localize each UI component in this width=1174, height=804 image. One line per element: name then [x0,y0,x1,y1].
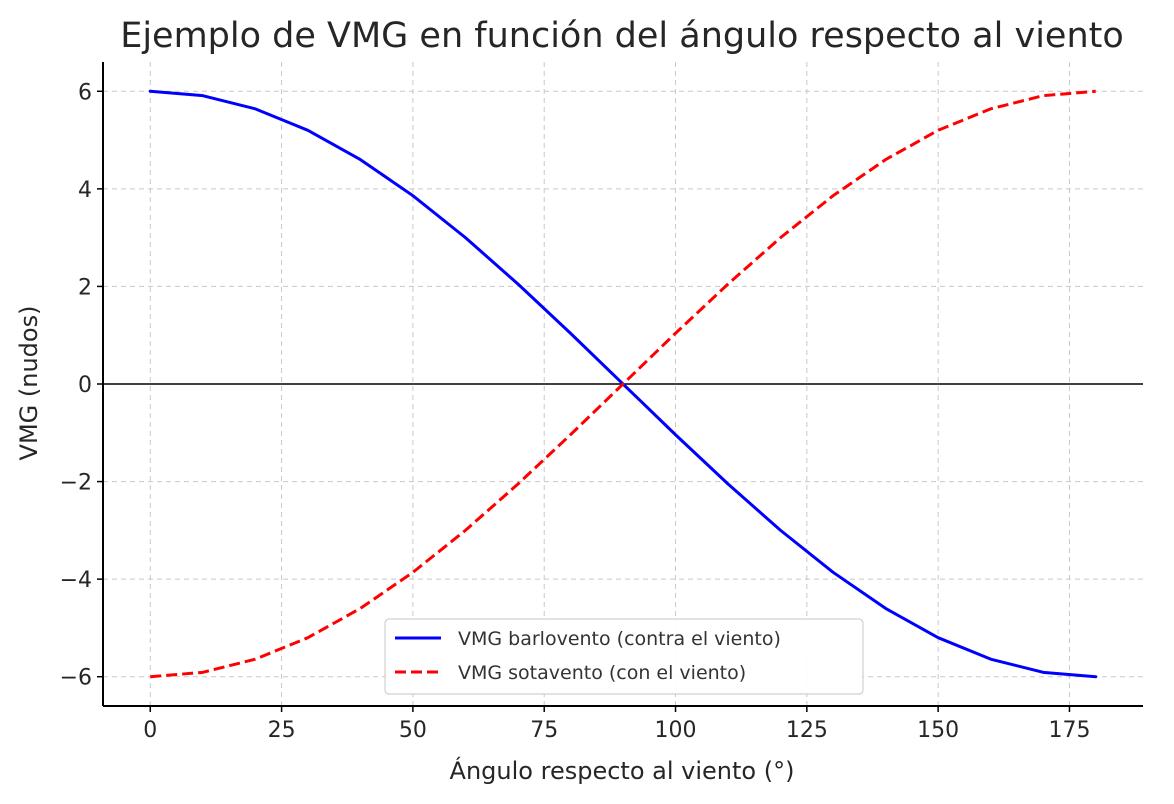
x-axis-label: Ángulo respecto al viento (°) [450,756,795,785]
y-tick-label-1: −4 [60,568,92,593]
x-tick-label-7: 175 [1048,718,1090,743]
series-group [148,89,1098,679]
legend-label-0: VMG barlovento (contra el viento) [458,628,781,650]
y-tick-label-2: −2 [60,471,92,496]
legend: VMG barlovento (contra el viento) VMG sot… [384,618,864,695]
x-tick-label-5: 125 [786,718,828,743]
x-tick-label-6: 150 [917,718,959,743]
tick-labels: 0 25 50 75 100 125 150 175 −6 −4 −2 0 2 4 6 [60,80,1091,743]
series-line-1 [150,89,1096,679]
axes [97,62,1143,712]
y-axis-label: VMG (nudos) [15,306,43,461]
x-tick-label-3: 75 [530,718,558,743]
y-tick-label-3: 0 [78,373,92,398]
legend-box [384,618,864,695]
x-tick-label-1: 25 [268,718,296,743]
y-tick-label-6: 6 [78,80,92,105]
chart-title: Ejemplo de VMG en función del ángulo res… [120,16,1124,56]
x-tick-label-4: 100 [655,718,697,743]
x-tick-label-0: 0 [143,718,157,743]
legend-label-1: VMG sotavento (con el viento) [458,662,746,684]
x-tick-label-2: 50 [399,718,427,743]
y-tick-label-0: −6 [60,666,92,691]
y-tick-label-4: 2 [78,275,92,300]
y-tick-label-5: 4 [78,178,92,203]
